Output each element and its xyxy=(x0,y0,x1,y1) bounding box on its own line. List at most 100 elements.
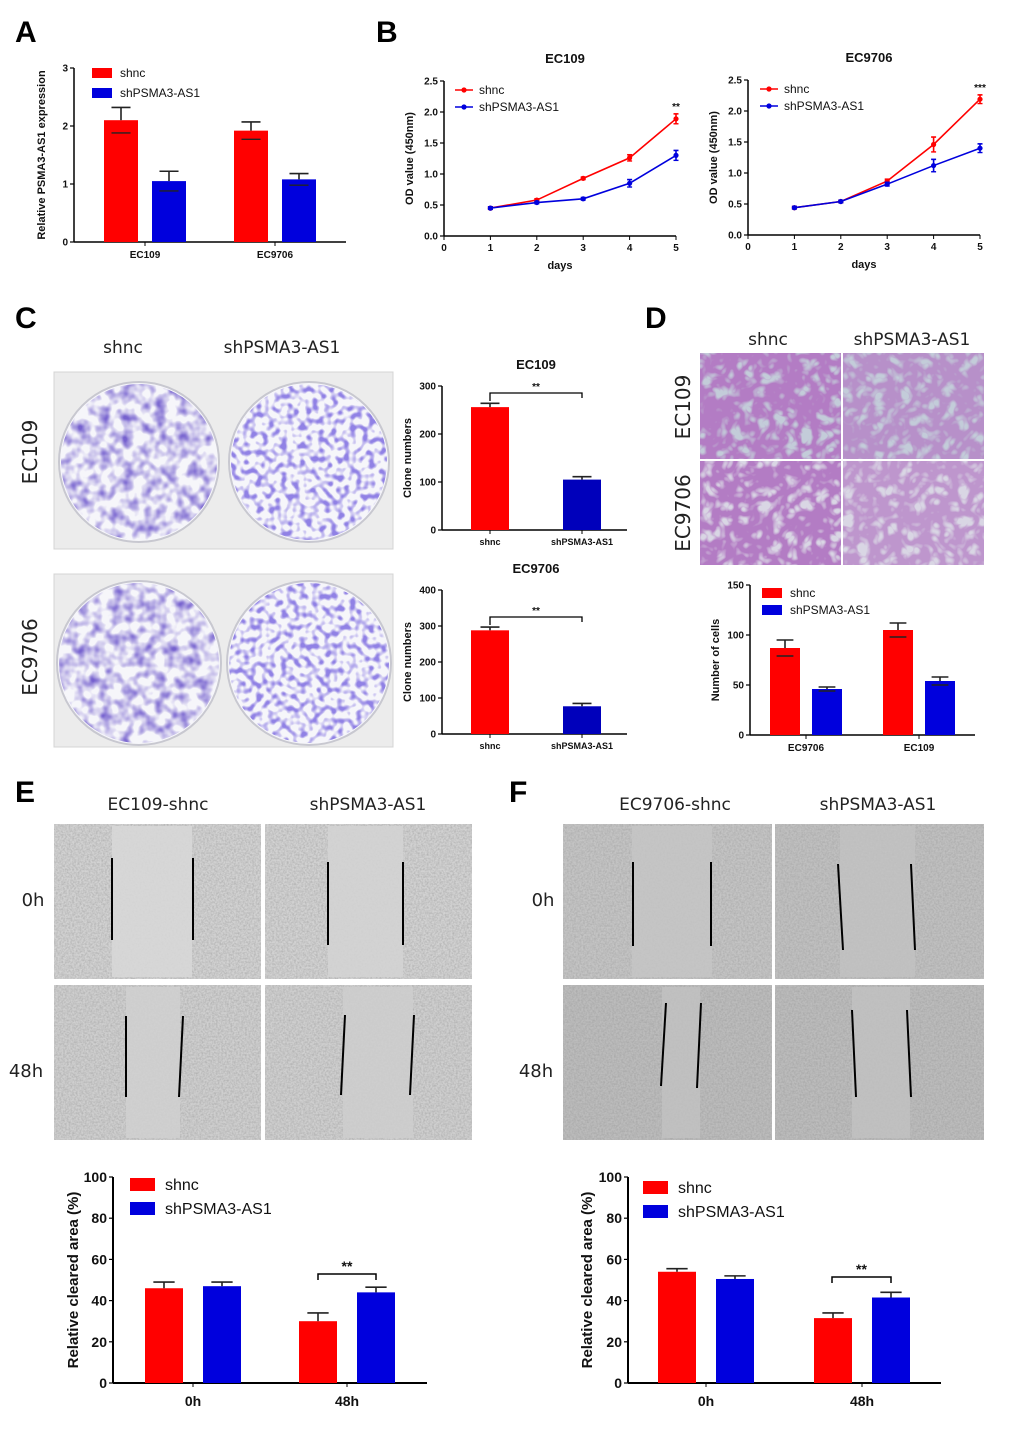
bar-shnc xyxy=(814,1318,852,1383)
x-tick-label: 0 xyxy=(745,242,751,253)
x-axis-title: days xyxy=(851,259,876,271)
significance-bracket xyxy=(831,1276,892,1283)
bar-shpsma3-as1 xyxy=(563,479,601,530)
y-tick-label: 20 xyxy=(91,1334,107,1350)
chart-title: EC109 xyxy=(545,51,585,66)
c-col-label-sh: shPSMA3-AS1 xyxy=(224,338,341,358)
significance-marker: ** xyxy=(532,382,540,393)
x-tick-label: 3 xyxy=(580,243,586,254)
x-tick-label: 5 xyxy=(977,242,983,253)
data-point xyxy=(580,175,586,181)
data-point xyxy=(627,180,633,186)
y-tick-label: 0 xyxy=(99,1375,107,1391)
d-col-label-shnc: shnc xyxy=(748,330,788,350)
panel-label-b: B xyxy=(376,16,398,49)
significance-bracket xyxy=(489,616,583,625)
legend-swatch xyxy=(92,88,112,98)
bar-shpsma3-as1 xyxy=(716,1278,754,1383)
chart-a-psma3-expression: 0 1 2 3 Relative PSMA3-AS1 expression EC109 EC… xyxy=(36,64,346,261)
y-tick-label: 0.0 xyxy=(424,232,438,243)
y-tick-label: 80 xyxy=(606,1210,622,1226)
y-tick-label: 150 xyxy=(727,581,744,592)
y-tick-label: 400 xyxy=(419,586,436,597)
y-tick-label: 20 xyxy=(606,1334,622,1350)
x-tick-label: EC9706 xyxy=(788,743,825,754)
e-row-label-48h: 48h xyxy=(9,1061,43,1082)
y-tick-label: 100 xyxy=(419,694,436,705)
bar-shnc xyxy=(471,407,509,530)
legend-marker xyxy=(461,104,467,110)
x-tick-label: shPSMA3-AS1 xyxy=(551,741,613,751)
data-point xyxy=(580,196,586,202)
y-tick-label: 1.5 xyxy=(424,139,438,150)
y-axis-title: Clone numbers xyxy=(402,418,414,498)
significance-bracket xyxy=(489,392,583,401)
x-tick-label: EC9706 xyxy=(257,250,294,261)
chart-title: EC9706 xyxy=(513,561,560,576)
legend-label: shPSMA3-AS1 xyxy=(479,100,559,114)
wound-images-e xyxy=(54,824,472,1140)
y-axis-title: Number of cells xyxy=(710,619,722,702)
f-col-label-shnc: EC9706-shnc xyxy=(619,795,731,815)
chart-b-ec109-growth: 0.0 0.5 1.0 1.5 2.0 2.5 OD value (450nm) 0 1 2 3 4 5… xyxy=(404,51,680,272)
legend-label: shnc xyxy=(790,586,815,600)
significance-marker: ** xyxy=(672,102,680,113)
y-axis-title: OD value (450nm) xyxy=(404,112,416,205)
series-line-shnc xyxy=(794,98,981,209)
data-point xyxy=(977,145,983,151)
f-row-label-48h: 48h xyxy=(519,1061,553,1082)
e-col-label-sh: shPSMA3-AS1 xyxy=(310,795,427,815)
y-tick-label: 60 xyxy=(91,1251,107,1267)
bar-shnc xyxy=(234,130,268,242)
y-tick-label: 1.5 xyxy=(728,138,742,149)
panel-label-d: D xyxy=(645,302,667,335)
data-point xyxy=(627,155,633,161)
y-tick-label: 1.0 xyxy=(424,170,438,181)
y-tick-label: 3 xyxy=(62,64,68,75)
legend-label: shnc xyxy=(479,83,504,97)
colony-plate-ec9706 xyxy=(53,573,394,748)
d-col-label-sh: shPSMA3-AS1 xyxy=(854,330,971,350)
y-tick-label: 50 xyxy=(733,681,745,692)
y-tick-label: 0.0 xyxy=(728,231,742,242)
x-tick-label: 2 xyxy=(534,243,540,254)
y-tick-label: 40 xyxy=(606,1293,622,1309)
e-col-label-shnc: EC109-shnc xyxy=(108,795,209,815)
significance-marker: ** xyxy=(532,606,540,617)
bar-shpsma3-as1 xyxy=(357,1292,395,1383)
legend-swatch xyxy=(643,1205,668,1218)
legend-marker xyxy=(461,87,467,93)
x-tick-label: 4 xyxy=(931,242,937,253)
x-tick-label: 0h xyxy=(185,1393,201,1409)
legend-marker xyxy=(766,103,772,109)
data-point xyxy=(673,116,679,122)
legend-label: shPSMA3-AS1 xyxy=(784,99,864,113)
y-tick-label: 200 xyxy=(419,658,436,669)
x-tick-label: shPSMA3-AS1 xyxy=(551,537,613,547)
x-tick-label: 3 xyxy=(884,242,890,253)
data-point xyxy=(931,162,937,169)
bar-shpsma3-as1 xyxy=(563,706,601,734)
y-tick-label: 100 xyxy=(84,1169,108,1185)
bar-shnc xyxy=(145,1288,183,1383)
y-tick-label: 40 xyxy=(91,1293,107,1309)
c-row-label-ec109: EC109 xyxy=(18,420,42,485)
y-tick-label: 60 xyxy=(606,1251,622,1267)
e-row-label-0h: 0h xyxy=(22,890,45,911)
data-point xyxy=(977,96,983,102)
legend-swatch xyxy=(762,588,782,598)
x-axis-title: days xyxy=(547,260,572,272)
y-tick-label: 1 xyxy=(62,180,68,191)
wound-images-f xyxy=(563,824,984,1140)
y-tick-label: 300 xyxy=(419,382,436,393)
legend-label: shnc xyxy=(784,82,809,96)
panel-label-e: E xyxy=(15,776,35,809)
data-point xyxy=(838,198,844,205)
data-point xyxy=(673,152,679,158)
legend-label: shnc xyxy=(165,1177,199,1194)
legend-label: shPSMA3-AS1 xyxy=(678,1204,785,1221)
x-tick-label: 4 xyxy=(627,243,633,254)
y-tick-label: 2 xyxy=(62,122,68,133)
